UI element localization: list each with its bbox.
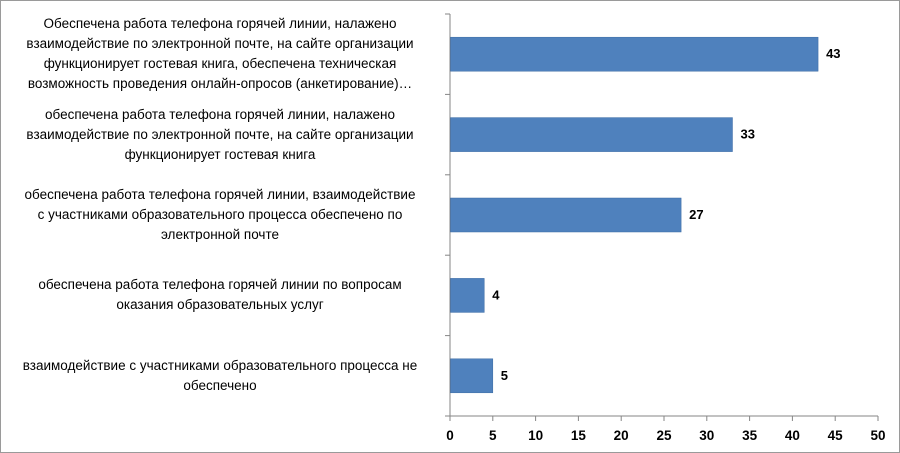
value-label: 33 bbox=[740, 127, 754, 142]
bars bbox=[450, 36, 819, 394]
value-label: 4 bbox=[492, 287, 500, 302]
value-label: 5 bbox=[501, 368, 508, 383]
x-tick-label: 40 bbox=[785, 428, 800, 443]
category-label-line: возможность проведения онлайн-опросов (а… bbox=[27, 76, 413, 92]
x-tick-label: 0 bbox=[446, 428, 454, 443]
category-label-line: обеспечена работа телефона горячей линии… bbox=[38, 277, 402, 293]
bar bbox=[450, 278, 485, 313]
category-label-line: оказания образовательных услуг bbox=[116, 297, 324, 313]
value-label: 27 bbox=[689, 207, 703, 222]
category-label-line: взаимодействие с участниками образовател… bbox=[22, 357, 418, 373]
x-tick-label: 35 bbox=[742, 428, 758, 443]
x-tick-label: 25 bbox=[656, 428, 672, 443]
category-label: обеспечена работа телефона горячей линии… bbox=[0, 275, 440, 315]
x-tick-label: 15 bbox=[571, 428, 587, 443]
x-tick-label: 30 bbox=[699, 428, 714, 443]
category-label-line: обеспечена работа телефона горячей линии… bbox=[45, 106, 395, 122]
category-label-line: Обеспечена работа телефона горячей линии… bbox=[43, 16, 397, 32]
category-label: Обеспечена работа телефона горячей линии… bbox=[0, 14, 440, 94]
x-tick-label: 10 bbox=[528, 428, 543, 443]
bar bbox=[450, 117, 733, 152]
category-label-line: обеспечено bbox=[183, 377, 257, 393]
category-label-line: с участниками образовательного процесса … bbox=[37, 207, 403, 222]
value-labels: 43 33 27 4 5 bbox=[492, 46, 840, 383]
x-tick-label: 5 bbox=[489, 428, 497, 443]
x-tick-label: 20 bbox=[614, 428, 629, 443]
bar bbox=[450, 197, 682, 233]
category-label-line: взаимодействие по электронной почте, на … bbox=[26, 126, 414, 142]
category-label-line: обеспечена работа телефона горячей линии… bbox=[24, 187, 416, 202]
category-label-line: функционирует гостевая книга bbox=[124, 146, 316, 162]
category-label: обеспечена работа телефона горячей линии… bbox=[0, 105, 440, 165]
x-tick-label: 50 bbox=[870, 428, 885, 443]
category-label-line: взаимодействие по электронной почте, на … bbox=[26, 36, 414, 52]
category-label: взаимодействие с участниками образовател… bbox=[0, 356, 440, 396]
bar bbox=[450, 36, 819, 72]
category-label: обеспечена работа телефона горячей линии… bbox=[0, 185, 440, 245]
value-label: 43 bbox=[826, 46, 840, 61]
bar bbox=[450, 358, 494, 394]
axes bbox=[445, 13, 879, 421]
x-tick-label: 45 bbox=[828, 428, 844, 443]
x-tick-labels: 0 5 10 15 20 25 30 35 40 45 50 bbox=[446, 428, 885, 443]
category-label-line: электронной почте bbox=[160, 227, 280, 242]
category-label-line: функционирует гостевая книга, обеспечена… bbox=[43, 56, 397, 72]
